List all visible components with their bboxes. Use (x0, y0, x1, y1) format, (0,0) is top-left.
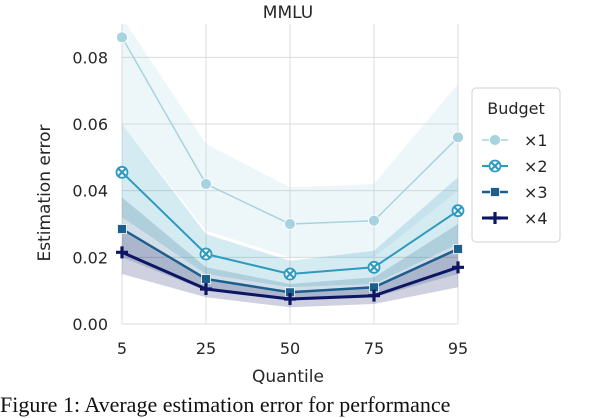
y-tick-label: 0.04 (72, 182, 108, 201)
legend-label: ×3 (524, 183, 548, 202)
data-point-series-2 (283, 267, 297, 281)
data-point-series-1-shape (452, 131, 464, 144)
data-point-series-3-shape (117, 224, 127, 234)
data-point-series-4 (284, 293, 296, 305)
legend-title: Budget (487, 99, 545, 118)
data-point-series-3-shape (201, 274, 211, 284)
y-tick-label: 0.02 (72, 248, 108, 267)
data-point-series-4-shape (368, 289, 380, 302)
figure-caption: Figure 1: Average estimation error for p… (0, 392, 451, 417)
data-point-series-2-cross (453, 206, 463, 215)
data-point-series-1 (284, 218, 296, 230)
legend-label: ×1 (524, 131, 548, 150)
legend: Budget ×1 ×2 ×3 ×4 (471, 87, 561, 243)
legend-marker-shape (489, 134, 501, 146)
data-point-series-2 (451, 204, 465, 218)
tick-labels: 0.00 0.02 0.04 0.06 0.08 5 25 50 75 95 (72, 48, 468, 358)
y-tick-label: 0.00 (72, 315, 108, 334)
legend-item: ×1 (482, 131, 548, 150)
confidence-band-2 (122, 124, 458, 288)
legend-frame (471, 87, 561, 243)
data-point-series-3 (201, 274, 211, 284)
series-lines (115, 31, 465, 305)
data-point-series-4-shape (284, 293, 296, 305)
data-point-series-4 (116, 246, 128, 259)
legend-marker (489, 134, 501, 146)
data-point-series-1 (200, 178, 212, 190)
x-axis-title: Quantile (252, 367, 324, 387)
data-point-series-2 (115, 165, 129, 179)
data-point-series-2-cross (285, 269, 295, 279)
data-point-series-4 (200, 283, 212, 295)
data-point-series-4-shape (452, 261, 464, 274)
legend-item: ×3 (482, 183, 548, 202)
legend-marker (488, 159, 502, 173)
data-point-series-4 (452, 261, 464, 274)
chart-title: MMLU (263, 3, 313, 23)
legend-label: ×2 (524, 157, 548, 176)
data-point-series-3 (453, 244, 463, 254)
legend-marker (490, 187, 500, 197)
data-point-series-1-shape (116, 31, 128, 44)
legend-label: ×4 (524, 209, 548, 228)
data-point-series-4 (368, 289, 380, 302)
x-tick-label: 75 (364, 339, 384, 358)
legend-marker-shape (490, 187, 500, 197)
data-point-series-1 (452, 131, 464, 144)
x-tick-label: 25 (196, 339, 216, 358)
x-tick-label: 95 (448, 339, 468, 358)
data-point-series-2-cross (117, 168, 127, 177)
data-point-series-1 (368, 214, 380, 227)
legend-marker (489, 212, 501, 224)
confidence-band-1 (122, 24, 458, 258)
data-point-series-3 (117, 224, 127, 234)
y-tick-label: 0.08 (72, 48, 108, 67)
data-point-series-2-cross (369, 263, 379, 272)
data-point-series-2-cross (201, 249, 211, 259)
data-point-series-1 (116, 31, 128, 44)
y-tick-label: 0.06 (72, 115, 108, 134)
data-point-series-1-shape (200, 178, 212, 190)
data-point-series-1-shape (368, 214, 380, 227)
legend-items: ×1 ×2 ×3 ×4 (482, 131, 548, 228)
data-point-series-2 (367, 260, 381, 274)
legend-marker-cross (490, 161, 500, 171)
data-point-series-4-shape (116, 246, 128, 259)
x-tick-label: 5 (117, 339, 127, 358)
data-point-series-2 (199, 247, 213, 261)
data-point-series-3-shape (453, 244, 463, 254)
data-point-series-4-shape (200, 283, 212, 295)
legend-marker-shape (489, 212, 501, 224)
x-tick-label: 50 (280, 339, 300, 358)
legend-item: ×2 (482, 157, 548, 176)
y-axis-title: Estimation error (35, 124, 55, 261)
legend-item: ×4 (482, 209, 548, 228)
data-point-series-1-shape (284, 218, 296, 230)
